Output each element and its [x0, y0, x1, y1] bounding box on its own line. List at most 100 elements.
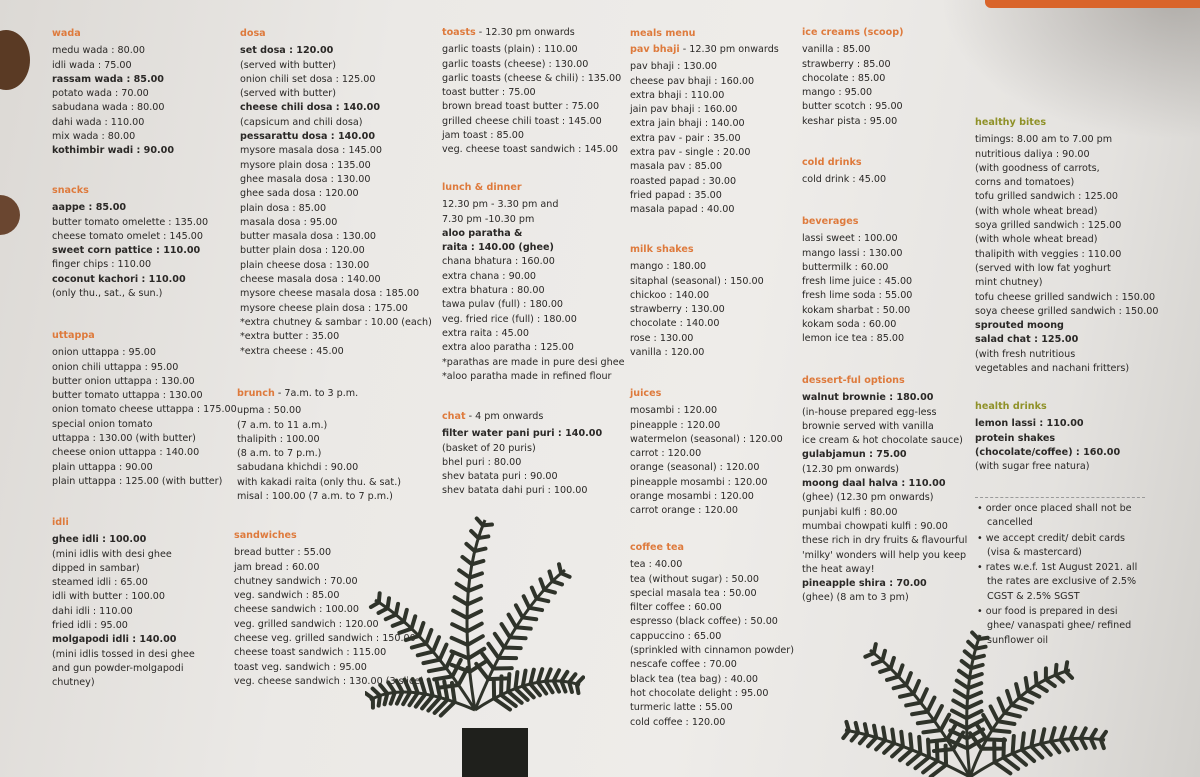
menu-item: grilled cheese chili toast : 145.00	[442, 115, 602, 127]
menu-item: (mini idlis with desi ghee	[52, 548, 172, 560]
palm-leaflet	[492, 696, 512, 712]
menu-section-dessert-ful-options: dessert-ful options walnut brownie : 180.…	[802, 374, 967, 606]
menu-item: cheese toast sandwich : 115.00	[234, 647, 387, 659]
palm-leaflet	[430, 635, 442, 654]
menu-item: these rich in dry fruits & flavourful	[802, 535, 968, 547]
menu-item: butter tomato uttappa : 130.00	[52, 390, 203, 402]
palm-leaflet	[947, 738, 970, 751]
section-heading: brunch - 7a.m. to 3 p.m.	[237, 387, 401, 401]
menu-item: filter water pani puri : 140.00	[442, 428, 603, 440]
palm-leaflet	[415, 649, 435, 658]
palm-leaflet	[1058, 737, 1071, 753]
palm-leaflet	[424, 627, 434, 646]
palm-leaflet	[945, 721, 959, 742]
palm-leaflet	[393, 601, 401, 617]
menu-item: veg. sandwich : 85.00	[234, 590, 340, 602]
menu-item: plain uttappa : 90.00	[52, 461, 153, 473]
menu-item: buttermilk : 60.00	[802, 261, 889, 273]
section-title: wada	[52, 28, 81, 39]
palm-leaflet	[996, 719, 1017, 726]
palm-leaflet	[418, 677, 428, 697]
palm-leaflet	[921, 758, 940, 775]
palm-leaflet	[890, 727, 897, 746]
section-title: brunch	[237, 388, 275, 399]
menu-item: *parathas are made in pure desi ghee	[442, 356, 625, 368]
palm-leaflet	[426, 695, 443, 713]
palm-leaflet	[905, 751, 923, 767]
palm-leaflet	[465, 609, 484, 620]
menu-item: nutritious daliya : 90.00	[975, 148, 1090, 160]
palm-leaflet	[882, 741, 897, 755]
menu-item: pineapple mosambi : 120.00	[630, 476, 768, 488]
menu-item: tofu cheese grilled sandwich : 150.00	[975, 291, 1156, 303]
palm-leaflet	[1088, 736, 1097, 750]
menu-item: soya grilled sandwich : 125.00	[975, 220, 1122, 232]
palm-leaflet	[904, 700, 923, 708]
menu-item: dahi wada : 110.00	[52, 116, 145, 128]
menu-item: cappuccino : 65.00	[630, 630, 722, 642]
menu-item: butter scotch : 95.00	[802, 101, 903, 113]
menu-item: gulabjamun : 75.00	[802, 449, 907, 461]
menu-item: ghee sada dosa : 120.00	[240, 188, 359, 200]
palm-leaflet	[966, 681, 984, 691]
menu-item: and gun powder-molgapodi	[52, 662, 184, 674]
palm-leaflet	[908, 732, 914, 752]
palm-leaflet	[401, 690, 413, 707]
palm-leaflet	[420, 693, 435, 711]
note-text: rates w.e.f. 1st August 2021. all the ra…	[985, 562, 1138, 602]
menu-item: ice cream & hot chocolate sauce)	[802, 435, 963, 447]
palm-leaflet	[465, 621, 484, 634]
section-title: health drinks	[975, 401, 1047, 412]
menu-item: kokam sharbat : 50.00	[802, 304, 911, 316]
section-title: snacks	[52, 185, 89, 196]
palm-leaflet	[407, 690, 420, 708]
palm-leaflet	[1025, 688, 1042, 699]
palm-leaflet	[1002, 710, 1022, 719]
menu-item: cheese tomato omelet : 145.00	[52, 230, 203, 242]
menu-item: (in-house prepared egg-less	[802, 406, 937, 418]
palm-leaflet	[880, 648, 888, 663]
menu-item: vegetables and nachani fritters)	[975, 363, 1130, 375]
palm-leaflet	[1017, 695, 1035, 705]
menu-item: (with goodness of carrots,	[975, 162, 1100, 174]
menu-item: coconut kachori : 110.00	[52, 273, 186, 285]
menu-item: fried idli : 95.00	[52, 620, 128, 632]
menu-item: thalipith with veggies : 110.00	[975, 248, 1122, 260]
menu-item: kokam soda : 60.00	[802, 319, 897, 331]
palm-leaflet	[890, 744, 905, 759]
palm-leaflet	[409, 614, 418, 631]
palm-leaflet	[472, 546, 488, 554]
palm-leaflet	[410, 677, 420, 695]
section-title: dessert-ful options	[802, 375, 905, 386]
palm-leaflet	[1019, 747, 1037, 763]
section-heading: dessert-ful options	[802, 374, 967, 388]
palm-leaflet	[925, 695, 937, 714]
menu-item: ghee masala dosa : 130.00	[240, 173, 371, 185]
menu-item: (sprinkled with cinnamon powder)	[630, 645, 794, 657]
menu-item: 'milky' wonders will help you keep	[802, 549, 967, 561]
palm-leaflet	[1023, 676, 1030, 693]
palm-leaflet	[543, 679, 555, 695]
palm-leaflet	[1009, 702, 1028, 712]
menu-item: (7 a.m. to 11 a.m.)	[237, 419, 328, 431]
palm-leaflet	[967, 672, 984, 681]
menu-section-sandwiches: sandwiches bread butter : 55.00 jam bread …	[234, 529, 424, 689]
palm-leaflet	[457, 568, 472, 580]
section-heading: toasts - 12.30 pm onwards	[442, 26, 621, 40]
menu-item: uttappa : 130.00 (with butter)	[52, 433, 196, 445]
menu-item: plain cheese dosa : 130.00	[240, 259, 370, 271]
menu-section-dosa: dosa set dosa : 120.00 (served with butter…	[240, 27, 432, 359]
menu-item: mumbai chowpati kulfi : 90.00	[802, 520, 948, 532]
note-item: • order once placed shall not be cancell…	[975, 502, 1145, 531]
menu-item: watermelon (seasonal) : 120.00	[630, 433, 783, 445]
menu-item: kothimbir wadi : 90.00	[52, 145, 174, 157]
menu-item: (chocolate/coffee) : 160.00	[975, 446, 1121, 458]
palm-leaflet	[465, 596, 483, 607]
section-title: meals menu	[630, 28, 696, 39]
menu-item: rose : 130.00	[630, 332, 694, 344]
palm-leaflet	[964, 708, 984, 721]
orange-accent-strip	[985, 0, 1200, 8]
menu-item: bread butter : 55.00	[234, 547, 332, 559]
menu-item: pav bhaji : 130.00	[630, 61, 717, 73]
menu-section-meals-menu: meals menu	[630, 27, 695, 44]
